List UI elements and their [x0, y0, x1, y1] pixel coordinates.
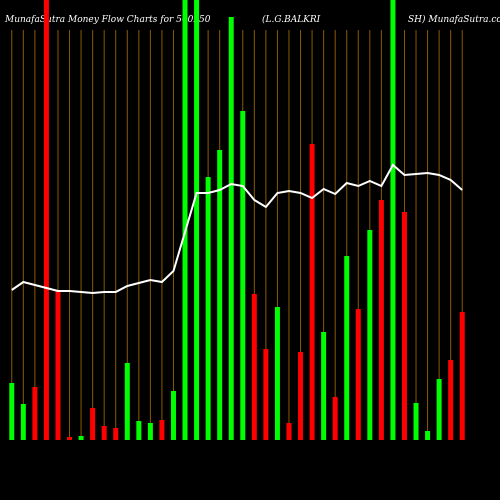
- bar: [274, 307, 280, 440]
- chart-title: SH) MunafaSutra.com: [408, 14, 500, 25]
- bar: [159, 420, 165, 440]
- bar: [101, 426, 107, 440]
- bar: [240, 111, 246, 440]
- bar: [32, 387, 38, 440]
- bar: [298, 352, 304, 440]
- bar: [170, 391, 176, 440]
- bar: [205, 177, 211, 440]
- bar: [9, 383, 15, 440]
- money-flow-line: [11, 163, 463, 295]
- bar: [355, 309, 361, 440]
- bar: [182, 0, 188, 440]
- bar: [425, 431, 431, 440]
- bar: [263, 349, 269, 440]
- bar: [228, 17, 234, 440]
- bar: [55, 291, 61, 440]
- chart-title: (L.G.BALKRI: [262, 14, 321, 25]
- bar: [78, 436, 84, 440]
- bar: [344, 256, 350, 440]
- bar: [401, 212, 407, 440]
- bar: [332, 397, 338, 440]
- bar: [367, 230, 373, 440]
- chart-title: MunafaSutra Money Flow Charts for 500250: [4, 15, 211, 25]
- bar: [286, 423, 292, 440]
- bar: [90, 408, 96, 440]
- bar: [309, 144, 315, 440]
- bar: [20, 404, 26, 440]
- bar: [378, 200, 384, 440]
- bar: [194, 0, 200, 440]
- bar: [67, 437, 73, 440]
- bar: [436, 379, 442, 440]
- bar: [136, 421, 142, 440]
- bar: [413, 403, 419, 440]
- bar: [448, 360, 454, 440]
- bar: [251, 294, 257, 440]
- bar: [459, 312, 465, 440]
- bar: [43, 0, 49, 440]
- bar: [321, 332, 327, 440]
- bar: [124, 363, 130, 440]
- bar: [217, 150, 223, 440]
- bar: [390, 0, 396, 440]
- bar: [113, 428, 119, 440]
- bar: [147, 423, 153, 440]
